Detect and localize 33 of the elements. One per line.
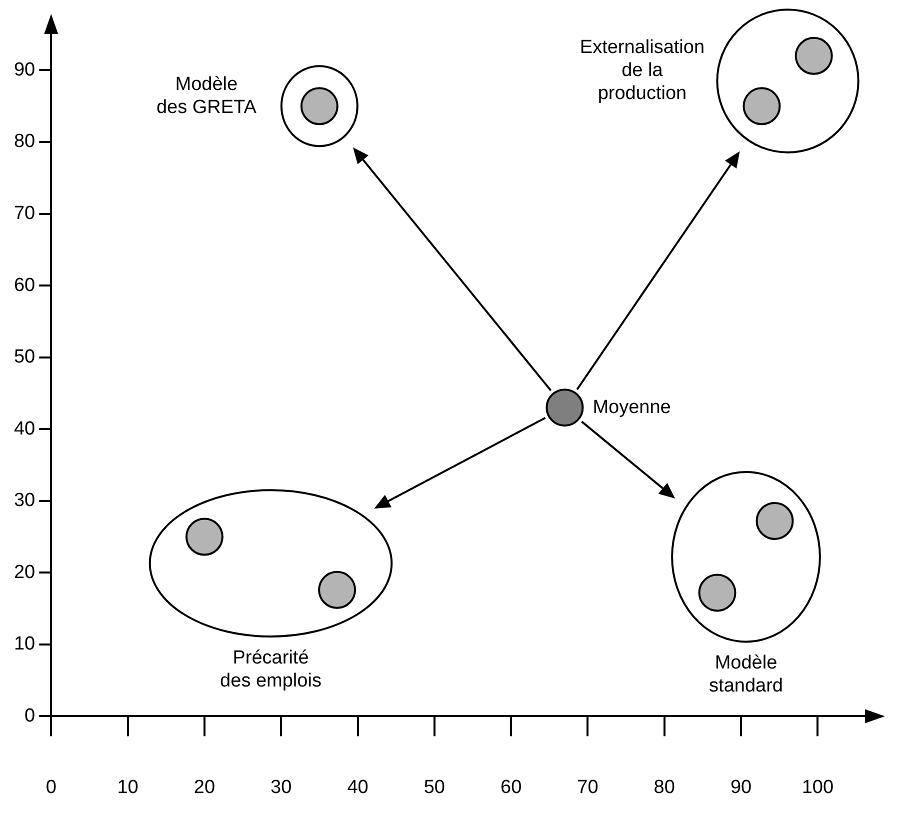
annotation: Moyenne [592,396,671,418]
x-tick-label: 90 [730,776,752,798]
y-tick-label: 0 [24,705,36,726]
x-tick-label: 20 [194,776,216,798]
x-tick-label: 70 [577,776,598,798]
x-tick-label: 40 [347,776,368,798]
annotation: Modèle standard [709,652,783,696]
annotation: Externalisation de la production [580,37,705,104]
annotation: Modèle des GRETA [156,74,257,118]
point [756,502,794,540]
x-tick-label: 0 [46,776,56,798]
point [698,574,736,612]
y-tick-label: 90 [14,59,36,80]
y-tick-label: 70 [14,203,36,224]
y-tick-label: 80 [14,131,36,152]
point [185,518,224,556]
x-tick-label: 50 [424,776,445,798]
point [794,36,833,75]
x-tick-label: 10 [117,776,138,798]
point [742,87,781,126]
annotation: Précarité des emplois [220,647,322,692]
y-tick-label: 20 [14,562,36,583]
x-tick-label: 60 [500,776,522,798]
y-tick-label: 60 [14,274,36,296]
y-tick-label: 40 [14,418,36,440]
y-tick-label: 30 [14,490,36,512]
point [318,570,356,609]
y-tick-label: 10 [14,634,36,655]
x-tick-label: 100 [802,776,834,798]
x-tick-label: 30 [270,776,292,798]
y-tick-label: 50 [14,346,36,368]
point [546,388,584,427]
x-tick-label: 80 [654,776,675,798]
